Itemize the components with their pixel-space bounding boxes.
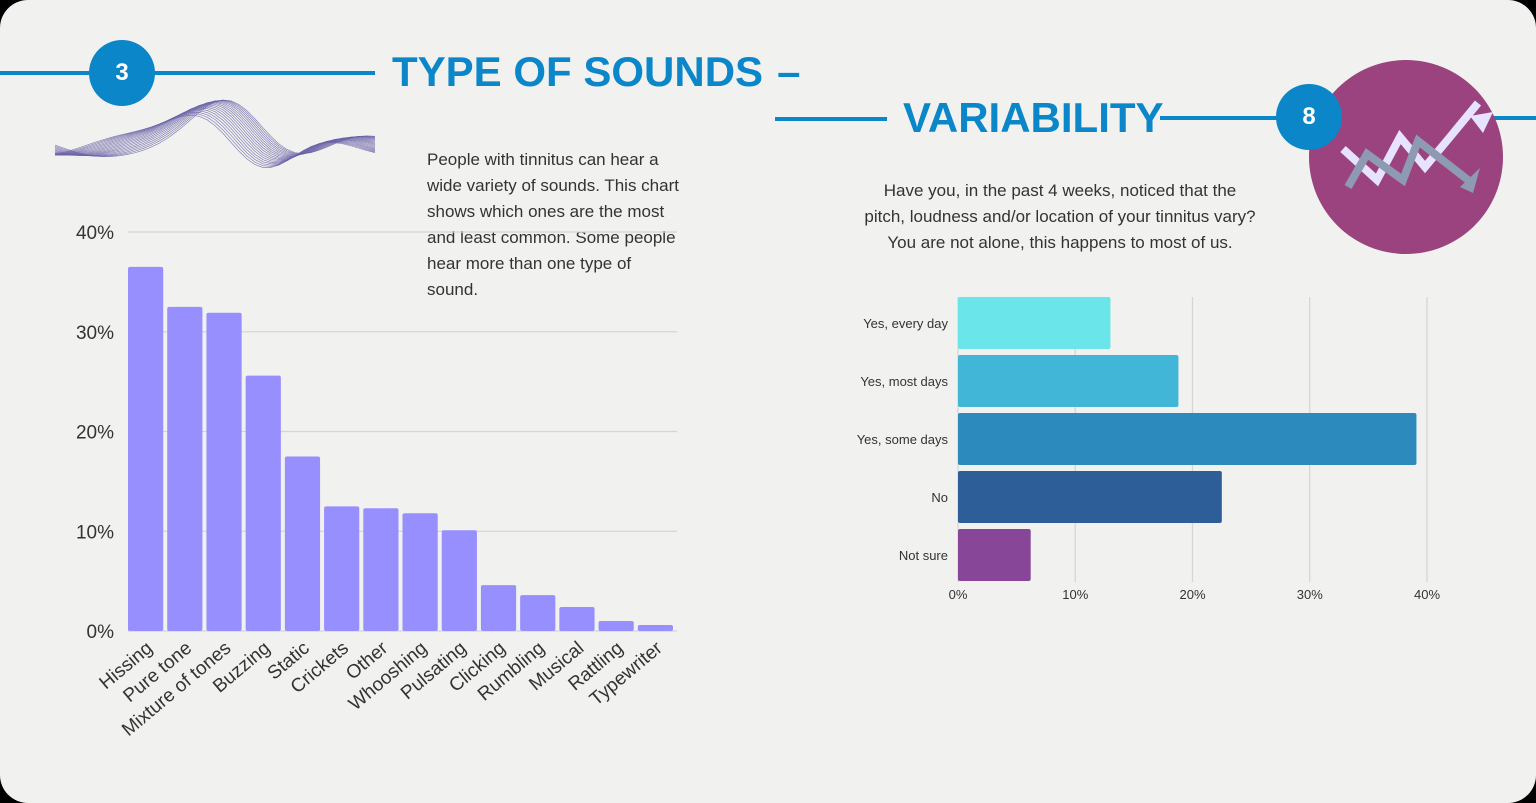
x-tick-label: 40% [1414,587,1440,602]
x-tick-label: 20% [1179,587,1205,602]
bar-hissing [128,266,164,631]
description-line: wide variety of sounds. This chart [427,176,679,195]
variability-description: Have you, in the past 4 weeks, noticed t… [800,178,1320,256]
bar-pulsating [441,530,477,631]
bar-whooshing [402,513,438,631]
y-tick-label: 40% [76,223,114,244]
bar-yes-every-day [958,297,1111,349]
bar-no [958,471,1222,523]
header-rule-right-a [775,117,887,121]
wave-line [54,102,376,158]
y-category-label: Not sure [899,548,948,563]
y-tick-label: 20% [76,423,114,444]
bar-typewriter [637,625,673,631]
bar-clicking [480,585,517,631]
title-dash: – [777,48,801,95]
description-line: pitch, loudness and/or location of your … [864,207,1256,226]
section-badge-8: 8 [1276,84,1342,150]
bar-crickets [324,506,360,631]
description-line: hear more than one type of [427,254,632,273]
bar-static [284,456,321,631]
bar-rattling [598,621,634,631]
description-line: sound. [427,280,479,299]
y-tick-label: 30% [76,323,114,344]
type-of-sounds-description: People with tinnitus can hear a wide var… [427,147,679,303]
sound-wave-icon [54,99,376,168]
section-badge-3: 3 [89,40,155,106]
header-rule-left [0,71,375,75]
bar-yes-some-days [958,413,1417,465]
description-line: People with tinnitus can hear a [427,150,659,169]
wave-line [54,101,376,156]
bar-other [363,508,399,631]
bar-pure-tone [167,306,203,631]
variability-title: VARIABILITY [903,94,1164,141]
wave-line [54,100,376,157]
bar-mixture-of-tones [206,312,242,631]
variability-chart: 0% 10% 20% 30% 40% Yes, every day Yes, most da… [857,297,1440,602]
wave-line [54,103,376,159]
bar-musical [559,607,595,631]
zigzag-arrows-icon [1309,60,1503,254]
y-tick-label: 10% [76,522,114,543]
bar-buzzing [245,375,281,631]
y-category-label: Yes, some days [857,432,949,447]
y-tick-label: 0% [87,622,115,643]
bar-rumbling [520,595,556,631]
bar-not-sure [958,529,1031,581]
x-tick-label: 0% [949,587,968,602]
type-of-sounds-header: TYPE OF SOUNDS – [392,48,800,96]
x-tick-label: 30% [1297,587,1323,602]
description-line: shows which ones are the most [427,202,665,221]
y-category-label: No [931,490,948,505]
type-of-sounds-title: TYPE OF SOUNDS [392,48,764,95]
y-category-label: Yes, every day [863,316,948,331]
description-line: Have you, in the past 4 weeks, noticed t… [883,181,1237,200]
y-category-label: Yes, most days [860,374,948,389]
x-tick-label: 10% [1062,587,1088,602]
description-line: and least common. Some people [427,228,676,247]
wave-line [54,101,376,157]
bar-yes-most-days [958,355,1179,407]
wave-line [54,114,376,168]
variability-header: VARIABILITY [903,94,1164,142]
description-line: You are not alone, this happens to most … [887,233,1233,252]
